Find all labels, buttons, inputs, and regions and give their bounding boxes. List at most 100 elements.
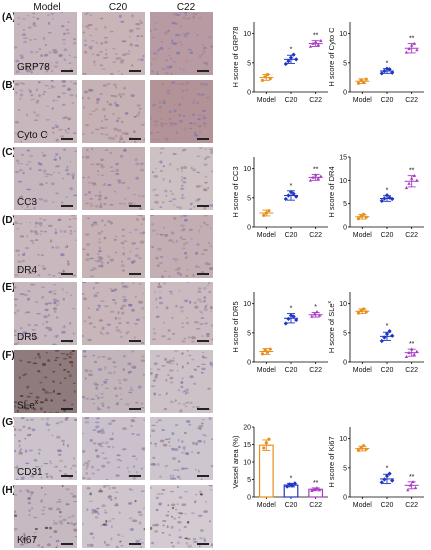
cell-nucleus: [42, 169, 47, 172]
scale-bar: [129, 138, 141, 140]
data-point: [415, 349, 419, 353]
cell-nucleus: [138, 514, 144, 516]
cell-nucleus: [136, 39, 138, 41]
cell-nucleus: [121, 93, 125, 96]
cell-nucleus: [42, 93, 45, 96]
cell-nucleus: [195, 468, 197, 471]
cell-nucleus: [46, 417, 49, 421]
cell-nucleus: [161, 335, 166, 338]
cell-nucleus: [45, 422, 48, 426]
cell-nucleus: [201, 351, 205, 354]
cell-nucleus: [157, 247, 162, 251]
cell-nucleus: [95, 163, 101, 166]
cell-nucleus: [43, 462, 49, 465]
data-point: [260, 78, 265, 82]
cell-nucleus: [116, 459, 121, 461]
cell-nucleus: [33, 531, 38, 534]
cell-nucleus: [72, 495, 77, 498]
cell-nucleus: [101, 219, 104, 223]
cell-nucleus: [142, 374, 145, 376]
cell-nucleus: [86, 487, 91, 490]
cell-nucleus: [135, 318, 140, 321]
cell-nucleus: [84, 13, 87, 16]
cell-nucleus: [156, 355, 161, 357]
cell-nucleus: [190, 203, 193, 206]
cell-nucleus: [59, 511, 62, 514]
cell-nucleus: [95, 421, 100, 424]
cell-nucleus: [110, 498, 113, 501]
cell-nucleus: [66, 165, 69, 169]
cell-nucleus: [53, 520, 55, 522]
cell-nucleus: [137, 58, 140, 61]
data-point: [407, 181, 411, 185]
cell-nucleus: [20, 153, 24, 157]
y-tick-label: 0: [247, 225, 251, 232]
cell-nucleus: [183, 525, 187, 528]
cell-nucleus: [200, 225, 202, 228]
cell-nucleus: [128, 303, 133, 307]
cell-nucleus: [41, 418, 45, 420]
cell-nucleus: [37, 253, 40, 256]
cell-nucleus: [73, 38, 76, 41]
cell-nucleus: [141, 355, 145, 358]
cell-nucleus: [139, 538, 142, 541]
data-point: [390, 196, 395, 202]
cell-nucleus: [84, 90, 87, 93]
cell-nucleus: [167, 374, 170, 376]
cell-nucleus: [54, 350, 60, 352]
cell-nucleus: [204, 434, 207, 437]
cell-nucleus: [122, 229, 125, 231]
cell-nucleus: [110, 166, 113, 168]
x-tick-label: C20: [381, 232, 394, 239]
x-tick-label: Model: [257, 502, 277, 509]
micrograph-tile: [82, 12, 145, 75]
data-point: [268, 76, 272, 81]
cell-nucleus: [152, 103, 157, 107]
cell-nucleus: [115, 329, 121, 332]
cell-nucleus: [194, 134, 199, 137]
cell-nucleus: [83, 462, 89, 465]
cell-nucleus: [198, 424, 204, 428]
cell-nucleus: [177, 389, 181, 391]
cell-nucleus: [14, 527, 18, 531]
data-point: [409, 43, 414, 47]
cell-nucleus: [30, 229, 33, 233]
cell-nucleus: [119, 154, 124, 158]
cell-nucleus: [14, 466, 19, 469]
data-point: [315, 486, 319, 490]
cell-nucleus: [21, 406, 26, 409]
cell-nucleus: [155, 297, 158, 301]
cell-nucleus: [15, 91, 18, 94]
significance-marker: **: [313, 33, 319, 40]
cell-nucleus: [68, 54, 71, 57]
cell-nucleus: [103, 457, 108, 460]
data-point: [268, 347, 272, 351]
cell-nucleus: [179, 206, 182, 210]
cell-nucleus: [73, 82, 77, 85]
cell-nucleus: [193, 382, 197, 385]
cell-nucleus: [55, 422, 60, 425]
cell-nucleus: [89, 543, 94, 547]
cell-nucleus: [152, 58, 157, 60]
cell-nucleus: [107, 255, 111, 258]
micrograph-tile: [82, 282, 145, 345]
cell-nucleus: [123, 240, 128, 242]
cell-nucleus: [181, 377, 184, 380]
cell-nucleus: [100, 396, 104, 399]
cell-nucleus: [178, 402, 181, 405]
cell-nucleus: [178, 516, 181, 519]
cell-nucleus: [154, 194, 160, 197]
cell-nucleus: [49, 173, 53, 176]
cell-nucleus: [33, 516, 38, 519]
cell-nucleus: [97, 406, 99, 410]
cell-nucleus: [104, 368, 107, 370]
cell-nucleus: [159, 475, 163, 478]
cell-nucleus: [192, 12, 198, 16]
cell-nucleus: [68, 322, 72, 325]
cell-nucleus: [182, 16, 187, 20]
data-point: [408, 483, 413, 487]
cell-nucleus: [205, 500, 207, 503]
cell-nucleus: [191, 340, 195, 343]
cell-nucleus: [116, 454, 121, 457]
cell-nucleus: [26, 395, 31, 398]
